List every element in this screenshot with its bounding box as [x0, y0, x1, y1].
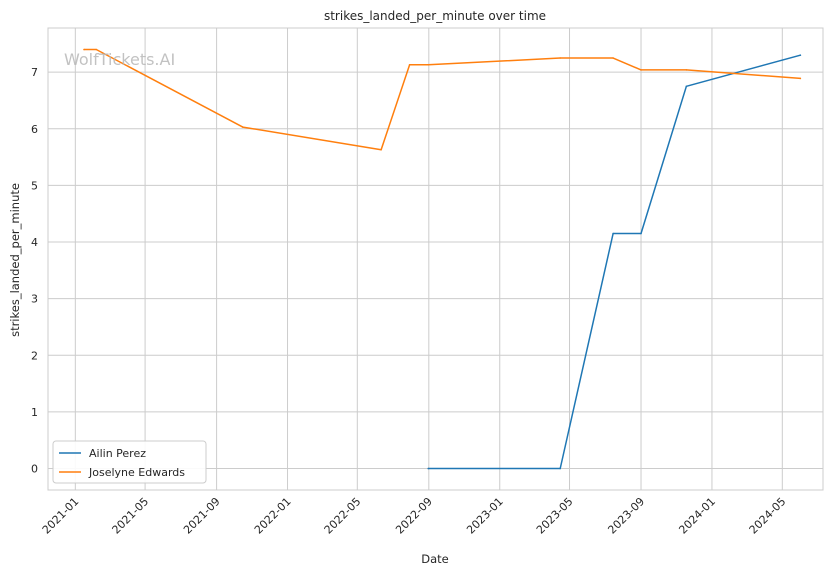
data-point	[640, 232, 642, 235]
series-line	[427, 54, 802, 470]
y-tick-label: 4	[31, 236, 38, 249]
x-axis-label: Date	[421, 552, 449, 566]
legend-item: Ailin Perez	[59, 447, 146, 460]
legend-box	[52, 440, 207, 484]
chart-title: strikes_landed_per_minute over time	[324, 9, 546, 23]
data-point	[427, 64, 430, 66]
legend-label: Ailin Perez	[89, 447, 146, 460]
data-point	[95, 48, 98, 51]
y-tick-label: 2	[31, 349, 38, 362]
watermark: WolfTickets.AI	[64, 50, 175, 69]
data-point	[427, 467, 430, 470]
data-point	[559, 467, 562, 470]
series-layer	[83, 48, 802, 470]
y-tick-label: 7	[31, 66, 38, 79]
plot-frame	[47, 27, 824, 491]
y-tick-label: 1	[31, 406, 38, 419]
data-point	[380, 148, 382, 151]
data-point	[559, 57, 562, 59]
data-point	[685, 85, 688, 88]
data-point	[685, 69, 688, 71]
y-tick-label: 5	[31, 179, 38, 192]
y-axis-label: strikes_landed_per_minute	[8, 183, 22, 337]
data-point	[799, 54, 802, 56]
series-ailin-perez	[427, 54, 802, 470]
data-point	[640, 69, 642, 71]
legend-item: Joselyne Edwards	[59, 466, 185, 479]
series-joselyne-edwards	[83, 48, 802, 151]
legend: Ailin Perez Joselyne Edwards	[52, 440, 207, 484]
y-axis-ticks: 0 1 2 3 4 5 6 7	[31, 66, 38, 475]
data-point	[241, 126, 244, 128]
legend-label: Joselyne Edwards	[88, 466, 185, 479]
data-point	[612, 232, 614, 235]
y-tick-label: 3	[31, 293, 38, 306]
data-point	[799, 77, 802, 80]
data-point	[83, 48, 85, 51]
data-point	[612, 57, 614, 59]
data-point	[408, 64, 411, 66]
y-tick-label: 0	[31, 462, 38, 475]
y-tick-label: 6	[31, 123, 38, 136]
